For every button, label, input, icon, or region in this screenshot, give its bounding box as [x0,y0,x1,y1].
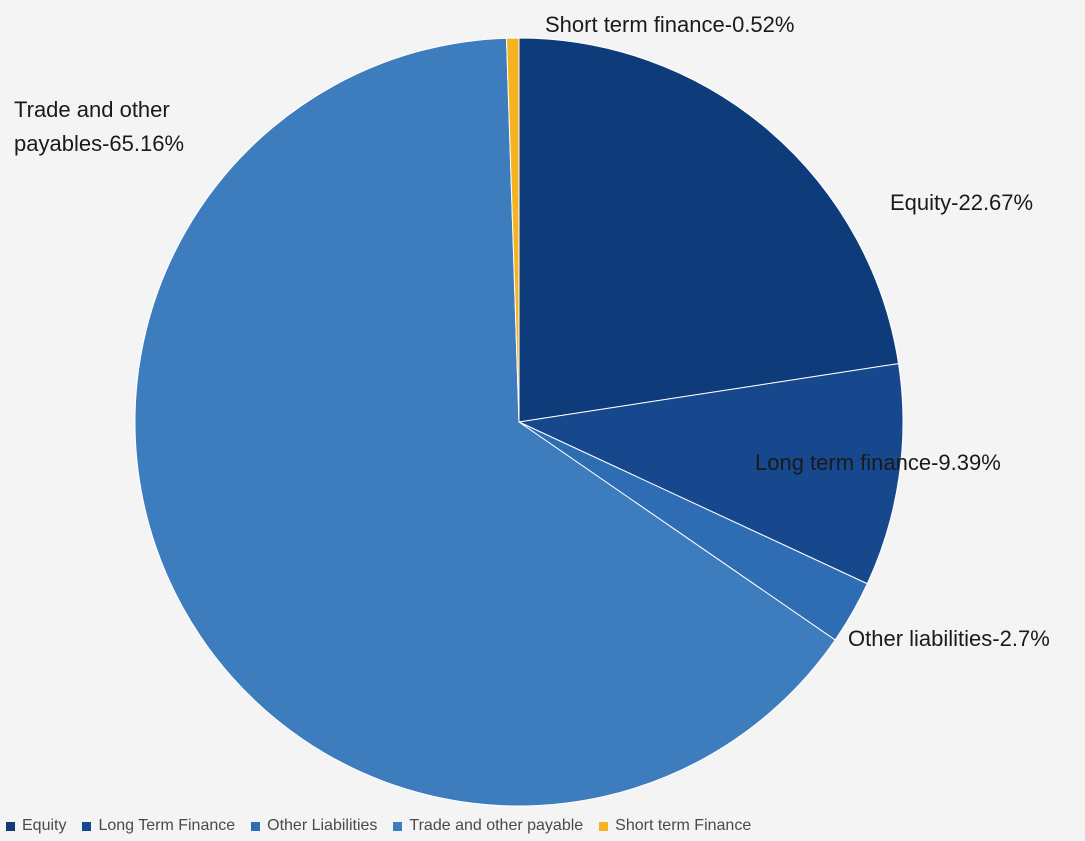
legend-item-other-liabilities: Other Liabilities [251,817,377,835]
legend-label-long-term-finance: Long Term Finance [98,817,236,834]
pie-slice-long-term-finance [517,363,904,585]
legend-label-short-term-finance: Short term Finance [615,817,752,834]
label-equity: Equity-22.67% [890,190,1033,215]
label-other-liabilities: Other liabilities-2.7% [848,626,1050,651]
legend-item-long-term-finance: Long Term Finance [82,817,235,835]
legend-swatch-equity [6,821,15,831]
legend-item-short-term-finance: Short term Finance [599,817,751,835]
label-trade-payables-line1: Trade and other [14,97,170,122]
pie-labels: Equity-22.67% Long term finance-9.39% Ot… [14,12,1050,651]
legend-label-trade-payable: Trade and other payable [409,817,584,834]
pie-slice-trade-and-other-payable [134,37,836,807]
legend-label-other-liabilities: Other Liabilities [267,817,378,834]
pie-slice-equity [518,37,900,423]
label-trade-payables-line2: payables-65.16% [14,131,184,156]
legend-swatch-other-liabilities [251,821,261,831]
legend-item-trade-payable: Trade and other payable [393,817,583,835]
label-short-term-finance: Short term finance-0.52% [545,12,794,37]
legend-swatch-trade-payable [393,821,403,831]
legend-label-equity: Equity [22,817,67,834]
legend-item-equity: Equity [6,817,66,835]
pie-slices [134,37,904,807]
legend-swatch-long-term-finance [82,821,92,831]
legend-swatch-short-term-finance [599,821,609,831]
label-long-term-finance: Long term finance-9.39% [755,450,1001,475]
pie-slice-short-term-finance [505,37,520,423]
chart-legend: Equity Long Term Finance Other Liabiliti… [6,813,751,839]
